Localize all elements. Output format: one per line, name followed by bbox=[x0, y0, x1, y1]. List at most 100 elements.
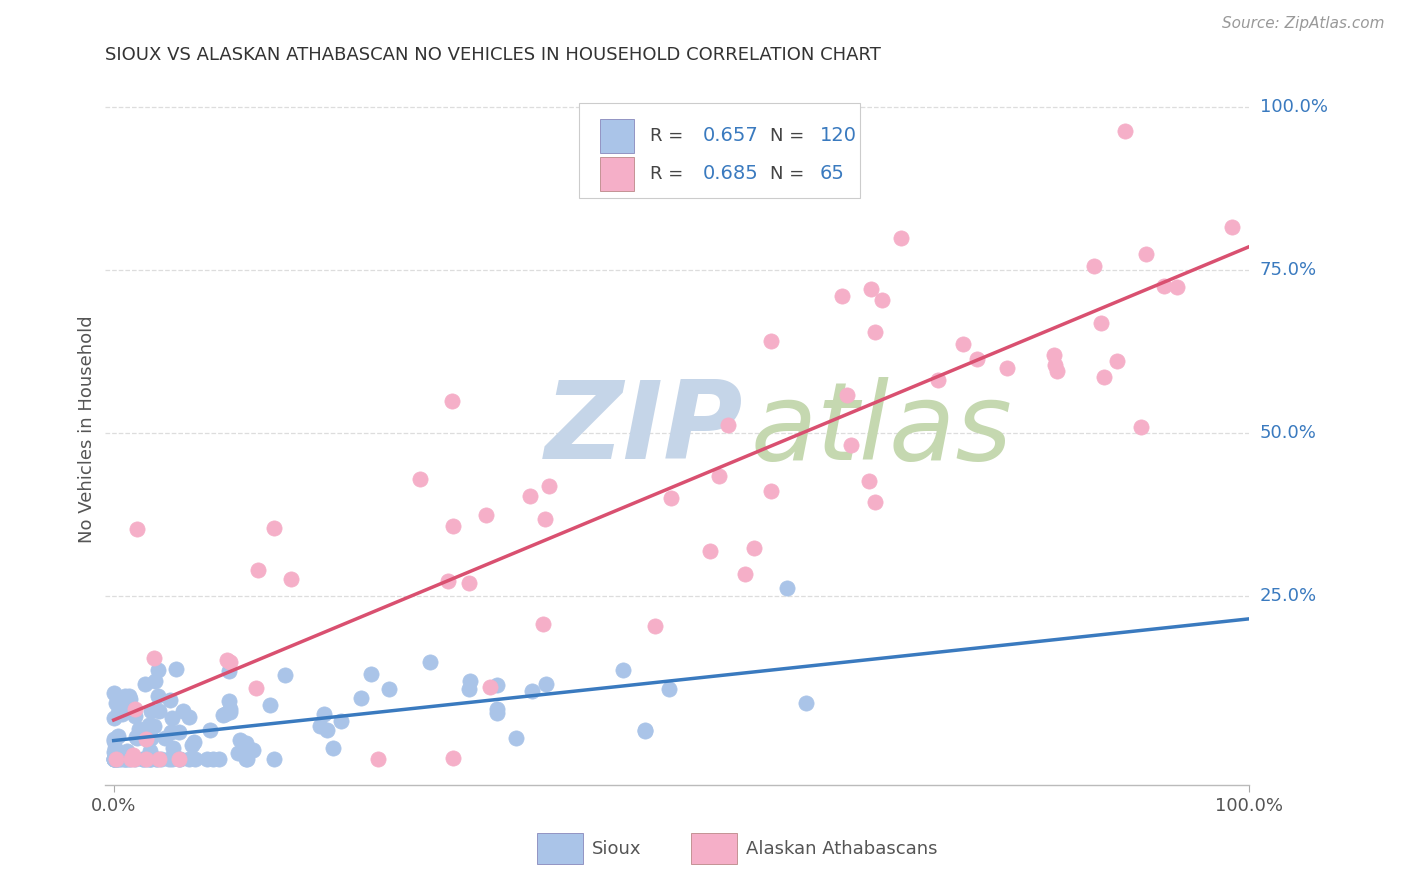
Sioux bbox=[103, 685, 125, 699]
Sioux bbox=[112, 752, 135, 766]
Text: N =: N = bbox=[770, 165, 810, 183]
Sioux bbox=[520, 683, 543, 698]
Sioux bbox=[105, 752, 128, 766]
Sioux bbox=[263, 752, 285, 766]
Sioux bbox=[131, 752, 153, 766]
Sioux bbox=[135, 752, 157, 766]
Sioux bbox=[322, 741, 344, 756]
Alaskan Athabascans bbox=[148, 752, 170, 766]
Alaskan Athabascans bbox=[263, 520, 285, 534]
Sioux bbox=[274, 668, 297, 682]
Alaskan Athabascans bbox=[644, 619, 666, 633]
Sioux bbox=[139, 731, 162, 746]
Sioux bbox=[460, 673, 482, 688]
Sioux bbox=[177, 710, 200, 724]
Alaskan Athabascans bbox=[744, 541, 766, 556]
FancyBboxPatch shape bbox=[579, 103, 859, 199]
Sioux bbox=[124, 752, 146, 766]
Sioux bbox=[148, 663, 170, 677]
Sioux bbox=[112, 703, 135, 717]
Sioux bbox=[134, 677, 156, 691]
Sioux bbox=[139, 704, 162, 718]
Sioux bbox=[212, 708, 235, 723]
Alaskan Athabascans bbox=[135, 731, 157, 746]
Alaskan Athabascans bbox=[734, 566, 756, 581]
Text: Alaskan Athabascans: Alaskan Athabascans bbox=[747, 839, 938, 858]
Alaskan Athabascans bbox=[245, 681, 267, 695]
Sioux bbox=[198, 723, 221, 737]
Alaskan Athabascans bbox=[1105, 354, 1128, 368]
Sioux bbox=[219, 702, 242, 716]
Sioux bbox=[114, 752, 136, 766]
Alaskan Athabascans bbox=[863, 495, 886, 509]
Sioux bbox=[634, 724, 657, 739]
Alaskan Athabascans bbox=[1153, 279, 1175, 293]
Sioux bbox=[457, 682, 479, 697]
Alaskan Athabascans bbox=[870, 293, 893, 308]
Sioux bbox=[235, 752, 257, 766]
Alaskan Athabascans bbox=[143, 650, 166, 665]
Sioux bbox=[214, 707, 236, 722]
Text: SIOUX VS ALASKAN ATHABASCAN NO VEHICLES IN HOUSEHOLD CORRELATION CHART: SIOUX VS ALASKAN ATHABASCAN NO VEHICLES … bbox=[104, 46, 880, 64]
Text: 100.0%: 100.0% bbox=[1260, 98, 1327, 116]
Sioux bbox=[486, 702, 509, 716]
Sioux bbox=[125, 730, 148, 744]
Sioux bbox=[114, 690, 136, 704]
Sioux bbox=[159, 725, 181, 739]
Text: R =: R = bbox=[651, 165, 689, 183]
Sioux bbox=[138, 752, 160, 766]
Alaskan Athabascans bbox=[859, 281, 882, 295]
Alaskan Athabascans bbox=[440, 393, 463, 408]
Alaskan Athabascans bbox=[409, 472, 432, 486]
Sioux bbox=[162, 741, 184, 756]
FancyBboxPatch shape bbox=[692, 833, 737, 864]
Sioux bbox=[159, 692, 181, 706]
FancyBboxPatch shape bbox=[537, 833, 583, 864]
Sioux bbox=[242, 743, 264, 757]
Sioux bbox=[153, 731, 176, 745]
Sioux bbox=[165, 662, 187, 676]
Alaskan Athabascans bbox=[121, 747, 143, 762]
Sioux bbox=[159, 752, 181, 766]
Sioux bbox=[180, 738, 202, 752]
Sioux bbox=[160, 752, 183, 766]
Alaskan Athabascans bbox=[890, 231, 912, 245]
Sioux bbox=[486, 706, 509, 721]
Sioux bbox=[104, 752, 127, 766]
Sioux bbox=[103, 752, 125, 766]
Text: 120: 120 bbox=[820, 127, 856, 145]
Alaskan Athabascans bbox=[759, 334, 782, 348]
Alaskan Athabascans bbox=[531, 616, 554, 631]
Alaskan Athabascans bbox=[1166, 280, 1188, 294]
Alaskan Athabascans bbox=[1083, 259, 1105, 273]
Alaskan Athabascans bbox=[831, 289, 853, 303]
Alaskan Athabascans bbox=[863, 325, 886, 339]
Alaskan Athabascans bbox=[280, 572, 302, 586]
Alaskan Athabascans bbox=[124, 702, 146, 716]
Sioux bbox=[141, 752, 163, 766]
Sioux bbox=[138, 718, 160, 732]
Sioux bbox=[143, 718, 166, 732]
Text: atlas: atlas bbox=[751, 377, 1012, 482]
Alaskan Athabascans bbox=[858, 475, 880, 489]
Alaskan Athabascans bbox=[125, 522, 148, 536]
Sioux bbox=[349, 691, 371, 706]
Text: 0.657: 0.657 bbox=[703, 127, 759, 145]
Alaskan Athabascans bbox=[246, 563, 269, 577]
Alaskan Athabascans bbox=[759, 484, 782, 499]
Sioux bbox=[162, 711, 184, 725]
Sioux bbox=[148, 704, 170, 718]
Sioux bbox=[145, 752, 167, 766]
Sioux bbox=[111, 706, 134, 721]
Alaskan Athabascans bbox=[927, 373, 949, 387]
Alaskan Athabascans bbox=[1046, 364, 1069, 378]
Sioux bbox=[132, 752, 155, 766]
Sioux bbox=[534, 676, 557, 690]
Sioux bbox=[169, 752, 191, 766]
Sioux bbox=[612, 664, 634, 678]
Alaskan Athabascans bbox=[716, 417, 738, 432]
Sioux bbox=[110, 752, 132, 766]
Alaskan Athabascans bbox=[122, 752, 145, 766]
Sioux bbox=[150, 752, 173, 766]
Alaskan Athabascans bbox=[966, 352, 988, 367]
